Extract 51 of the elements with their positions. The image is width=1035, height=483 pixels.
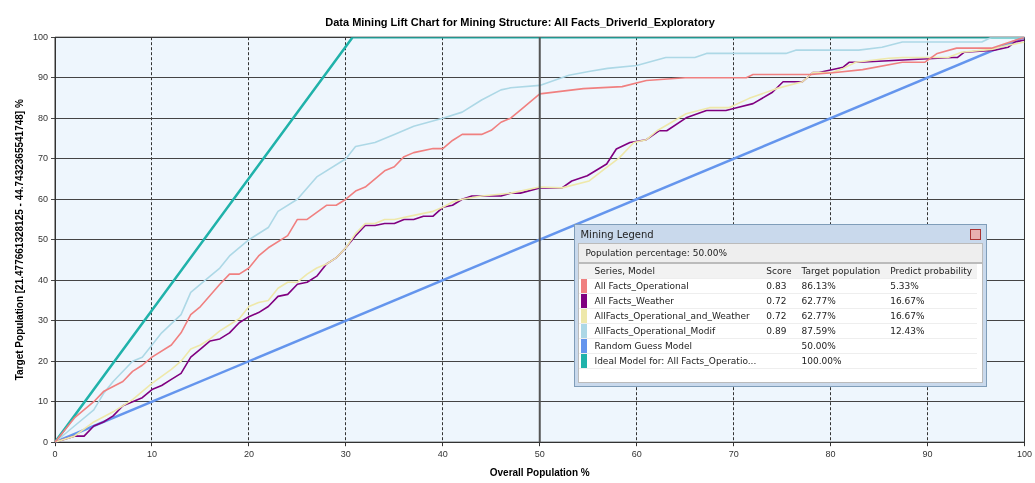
- legend-label: All Facts_Operational: [589, 278, 762, 294]
- x-tick-label: 40: [437, 449, 448, 460]
- y-tick-label: 70: [38, 153, 49, 164]
- annotation: Predict probability: [885, 264, 978, 279]
- x-axis-title: Overall Population %: [489, 466, 590, 478]
- y-tick-label: 20: [38, 355, 49, 366]
- annotation: Series, Model: [589, 264, 762, 279]
- x-tick-label: 90: [922, 449, 933, 460]
- annotation: 0.83: [761, 278, 797, 294]
- y-tick-label: 100: [32, 31, 49, 42]
- legend-label: AllFacts_Operational_and_Weather: [589, 308, 762, 324]
- legend-label: Random Guess Model: [589, 338, 762, 354]
- x-tick-label: 60: [631, 449, 642, 460]
- annotation: Target population: [796, 264, 886, 279]
- legend-label: All Facts_Weather: [589, 293, 762, 309]
- y-axis-title: Target Population [21.477661328125 - 44.7432365541748] %: [13, 99, 25, 381]
- annotation: 0.89: [761, 323, 797, 339]
- annotation: 5.33%: [885, 278, 978, 294]
- x-tick-label: 20: [243, 449, 254, 460]
- annotation: 86.13%: [796, 278, 886, 294]
- annotation: 16.67%: [885, 308, 978, 324]
- y-tick-label: 40: [38, 274, 49, 285]
- y-tick-label: 30: [38, 315, 49, 326]
- annotation: 0.72: [761, 308, 797, 324]
- annotation: 62.77%: [796, 293, 886, 309]
- annotation: 100.00%: [796, 353, 886, 369]
- chart-title: Data Mining Lift Chart for Mining Structure: All Facts_DriverId_Exploratory: [325, 15, 716, 28]
- y-tick-label: 50: [38, 234, 49, 245]
- annotation: 12.43%: [885, 323, 978, 339]
- legend-label: Ideal Model for: All Facts_Operatio...: [589, 353, 762, 369]
- annotation: 62.77%: [796, 308, 886, 324]
- x-tick-label: 100: [1016, 449, 1033, 460]
- y-tick-label: 90: [38, 72, 49, 83]
- y-tick-label: 80: [38, 112, 49, 123]
- x-tick-label: 50: [534, 449, 545, 460]
- annotation: Population percentage: 50.00%: [578, 243, 984, 264]
- annotation: 87.59%: [796, 323, 886, 339]
- x-tick-label: 0: [52, 449, 58, 460]
- y-tick-label: 10: [38, 396, 49, 407]
- x-tick-label: 80: [825, 449, 836, 460]
- y-tick-label: 0: [43, 436, 49, 447]
- annotation: Score: [761, 264, 797, 279]
- x-tick-label: 10: [146, 449, 157, 460]
- annotation: 0.72: [761, 293, 797, 309]
- annotation: 50.00%: [796, 338, 886, 354]
- annotation: 16.67%: [885, 293, 978, 309]
- x-tick-label: 30: [340, 449, 351, 460]
- annotation: Mining Legend: [580, 229, 654, 241]
- y-tick-label: 60: [38, 193, 49, 204]
- legend-label: AllFacts_Operational_Modif: [589, 323, 762, 339]
- x-tick-label: 70: [728, 449, 739, 460]
